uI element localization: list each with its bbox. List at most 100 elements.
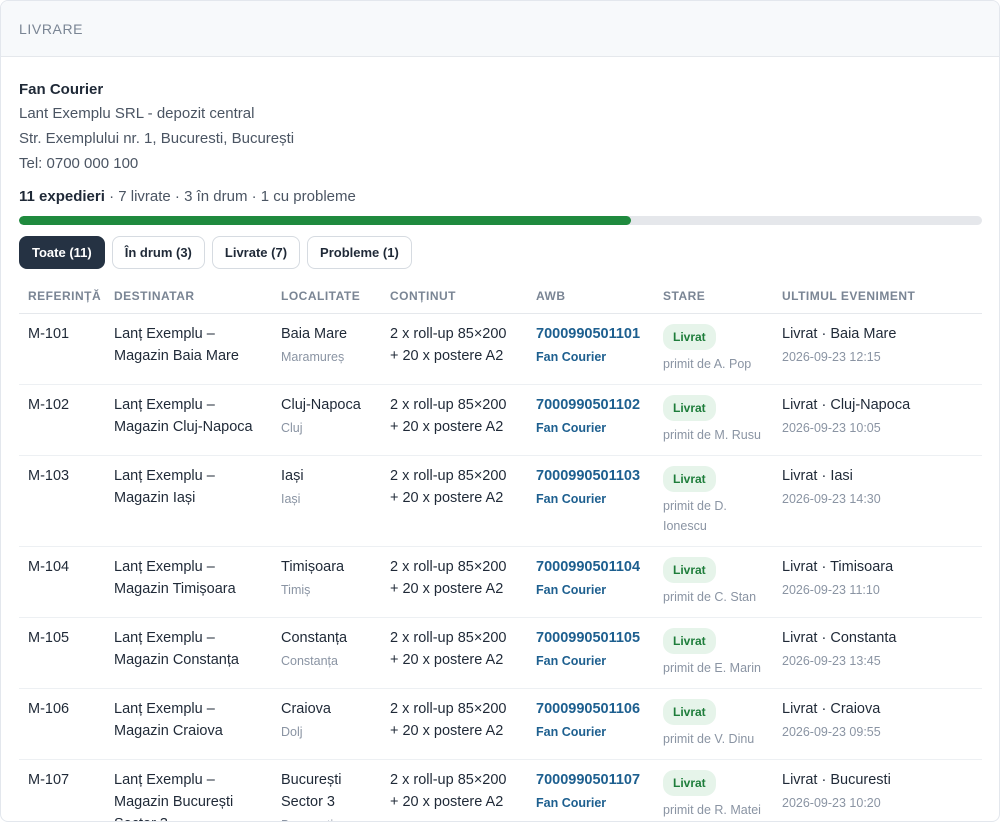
awb-link[interactable]: 7000990501104 bbox=[536, 556, 645, 578]
county-name: Timiș bbox=[281, 580, 372, 600]
cell-recipient: Lanț Exemplu – Magazin București Sector … bbox=[105, 760, 272, 822]
event-time: 2026-09-23 14:30 bbox=[782, 489, 973, 509]
cell-reference: M-101 bbox=[19, 314, 105, 385]
county-name: Dolj bbox=[281, 722, 372, 742]
shipment-summary: 11 expedieri · 7 livrate · 3 în drum · 1… bbox=[19, 186, 356, 208]
cell-recipient: Lanț Exemplu – Magazin Baia Mare bbox=[105, 314, 272, 385]
section-title: LIVRARE bbox=[19, 21, 83, 37]
event-label: Livrat · Craiova bbox=[782, 698, 973, 720]
awb-carrier: Fan Courier bbox=[536, 418, 645, 438]
cell-recipient: Lanț Exemplu – Magazin Constanța bbox=[105, 618, 272, 689]
received-by: primit de C. Stan bbox=[663, 587, 764, 607]
column-header: CONȚINUT bbox=[381, 278, 527, 314]
county-name: Maramureș bbox=[281, 347, 372, 367]
awb-carrier: Fan Courier bbox=[536, 580, 645, 600]
column-header: LOCALITATE bbox=[272, 278, 381, 314]
received-by: primit de D. Ionescu bbox=[663, 496, 764, 536]
status-badge: Livrat bbox=[663, 628, 716, 654]
county-name: Constanța bbox=[281, 651, 372, 671]
filter-tab[interactable]: Toate (11) bbox=[19, 236, 105, 269]
cell-reference: M-102 bbox=[19, 385, 105, 456]
column-header: DESTINATAR bbox=[105, 278, 272, 314]
cell-content: 2 x roll-up 85×200 + 20 x postere A2 bbox=[381, 618, 527, 689]
awb-link[interactable]: 7000990501101 bbox=[536, 323, 645, 345]
summary-total: 11 expedieri bbox=[19, 188, 105, 205]
status-badge: Livrat bbox=[663, 557, 716, 583]
event-time: 2026-09-23 10:05 bbox=[782, 418, 973, 438]
card-header: LIVRARE bbox=[1, 1, 999, 57]
carrier-company: Lant Exemplu SRL - depozit central bbox=[19, 101, 294, 126]
carrier-info: Fan Courier Lant Exemplu SRL - depozit c… bbox=[19, 79, 294, 176]
awb-link[interactable]: 7000990501106 bbox=[536, 698, 645, 720]
summary-details: · 7 livrate · 3 în drum · 1 cu probleme bbox=[105, 188, 356, 205]
awb-link[interactable]: 7000990501102 bbox=[536, 394, 645, 416]
awb-carrier: Fan Courier bbox=[536, 347, 645, 367]
cell-content: 2 x roll-up 85×200 + 20 x postere A2 bbox=[381, 385, 527, 456]
awb-carrier: Fan Courier bbox=[536, 489, 645, 509]
city-name: Craiova bbox=[281, 698, 372, 720]
awb-carrier: Fan Courier bbox=[536, 722, 645, 742]
filter-tabs: Toate (11)În drum (3)Livrate (7)Probleme… bbox=[19, 236, 412, 269]
cell-status: Livrat primit de C. Stan bbox=[654, 547, 773, 618]
cell-recipient: Lanț Exemplu – Magazin Iași bbox=[105, 456, 272, 547]
cell-reference: M-105 bbox=[19, 618, 105, 689]
cell-status: Livrat primit de V. Dinu bbox=[654, 689, 773, 760]
cell-reference: M-103 bbox=[19, 456, 105, 547]
event-time: 2026-09-23 10:20 bbox=[782, 793, 973, 813]
cell-content: 2 x roll-up 85×200 + 20 x postere A2 bbox=[381, 689, 527, 760]
filter-tab[interactable]: Probleme (1) bbox=[307, 236, 412, 269]
filter-tab[interactable]: În drum (3) bbox=[112, 236, 205, 269]
filter-tab[interactable]: Livrate (7) bbox=[212, 236, 300, 269]
column-header: AWB bbox=[527, 278, 654, 314]
city-name: Iași bbox=[281, 465, 372, 487]
awb-link[interactable]: 7000990501105 bbox=[536, 627, 645, 649]
column-header: STARE bbox=[654, 278, 773, 314]
status-badge: Livrat bbox=[663, 324, 716, 350]
delivery-progress-bar bbox=[19, 216, 982, 225]
status-badge: Livrat bbox=[663, 699, 716, 725]
column-header: REFERINȚĂ bbox=[19, 278, 105, 314]
received-by: primit de R. Matei bbox=[663, 800, 764, 820]
cell-location: București Sector 3București bbox=[272, 760, 381, 822]
received-by: primit de V. Dinu bbox=[663, 729, 764, 749]
awb-link[interactable]: 7000990501103 bbox=[536, 465, 645, 487]
event-label: Livrat · Cluj-Napoca bbox=[782, 394, 973, 416]
county-name: Cluj bbox=[281, 418, 372, 438]
column-header: ULTIMUL EVENIMENT bbox=[773, 278, 982, 314]
awb-link[interactable]: 7000990501107 bbox=[536, 769, 645, 791]
city-name: Constanța bbox=[281, 627, 372, 649]
cell-recipient: Lanț Exemplu – Magazin Cluj-Napoca bbox=[105, 385, 272, 456]
cell-reference: M-106 bbox=[19, 689, 105, 760]
carrier-phone: Tel: 0700 000 100 bbox=[19, 151, 294, 176]
carrier-address: Str. Exemplului nr. 1, Bucuresti, Bucure… bbox=[19, 126, 294, 151]
cell-reference: M-104 bbox=[19, 547, 105, 618]
